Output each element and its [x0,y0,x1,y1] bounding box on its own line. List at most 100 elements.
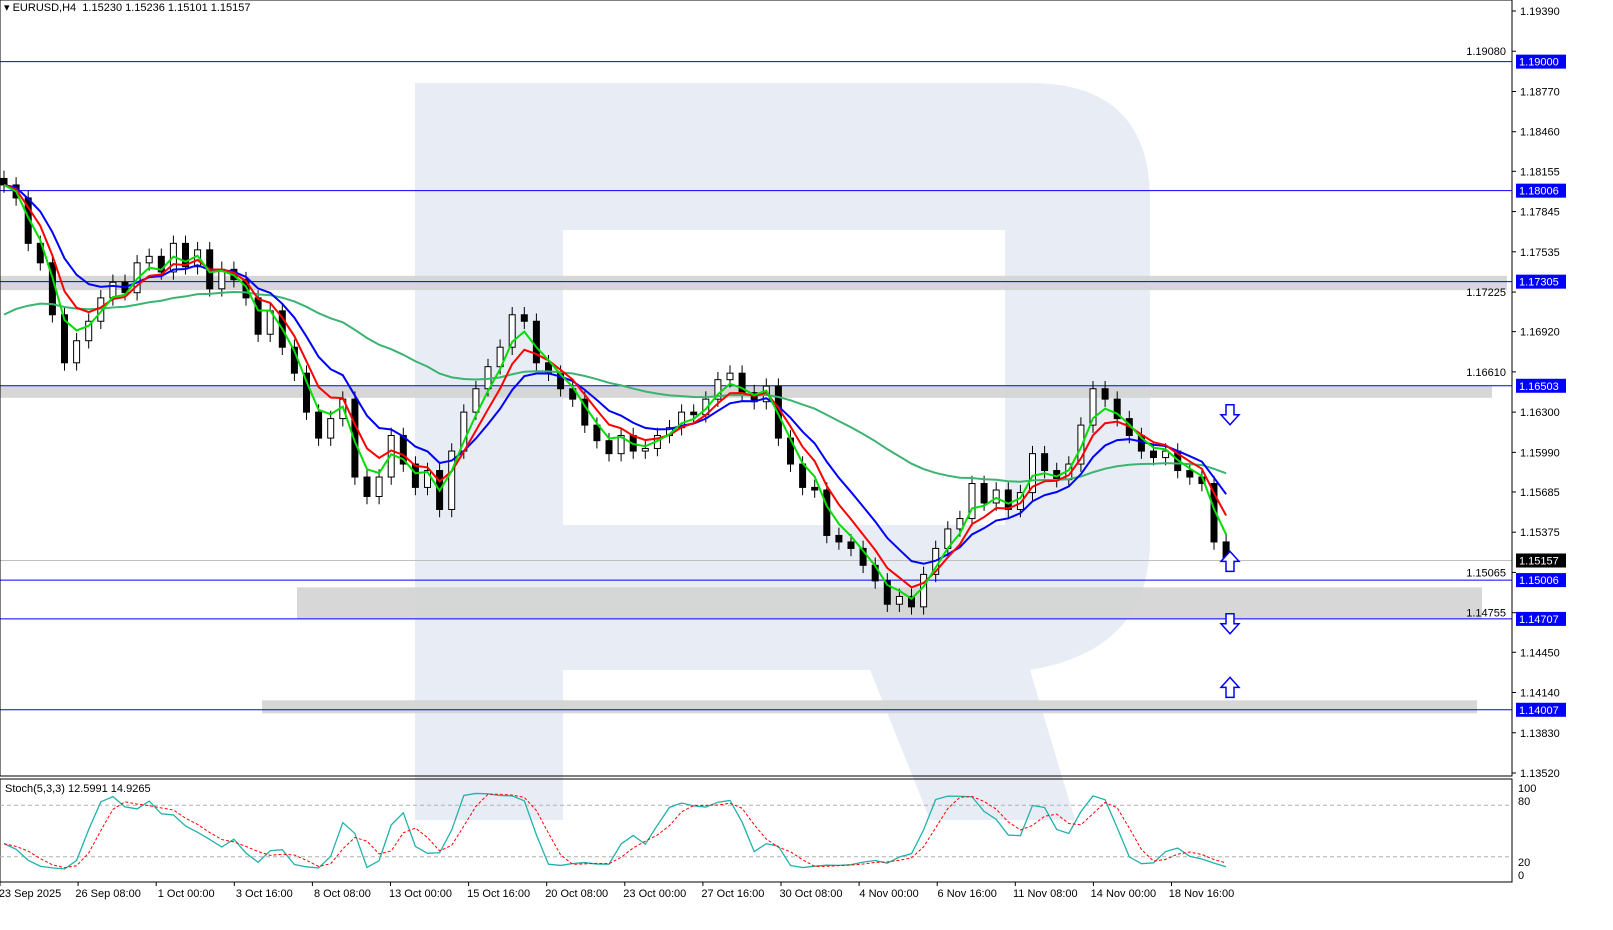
candle-bearish [1186,470,1194,478]
x-tick-label: 13 Oct 00:00 [389,888,452,900]
y-tick-label: 1.13830 [1520,728,1560,740]
candle-bearish [411,463,419,488]
stoch-tick-label: 20 [1518,857,1530,869]
level-price-tag-bg [1516,611,1566,626]
level-price-tag: 1.14707 [1519,614,1559,626]
level-price-tag-bg [1516,274,1566,289]
candle-bearish [835,534,843,543]
arrow-up-icon [1219,676,1241,699]
candle-bullish [1089,388,1097,426]
level-price-tag-bg [1516,183,1566,198]
level-price-tag: 1.18006 [1519,186,1559,198]
candle-bearish [823,489,831,536]
stoch-signal-line [3,793,1227,869]
candle-bearish [61,314,68,364]
x-tick-label: 15 Oct 16:00 [467,888,530,900]
candle-bearish [581,398,589,426]
candle-bearish [980,483,988,504]
candle-bearish [908,595,915,608]
candle-bearish [0,177,8,186]
x-tick-label: 18 Nov 16:00 [1169,888,1234,900]
level-price-tag: 1.19000 [1519,57,1559,69]
symbol-label: EURUSD,H4 [12,2,77,14]
level-price-tag: 1.16503 [1519,381,1559,393]
level-price-tag-bg [1516,702,1566,717]
candle-bullish [617,434,625,455]
candle-bullish [85,320,93,342]
arrow-up-icon [1219,550,1241,573]
candle-bearish [157,255,165,273]
candle-bearish [1101,388,1109,400]
candle-bearish [847,541,855,549]
candle-bullish [920,573,928,608]
candle-bearish [605,440,613,455]
support-resistance-zone [0,275,1507,291]
collapse-triangle-icon[interactable]: ▾ [4,2,10,14]
y-tick-label: 1.18460 [1520,127,1560,139]
x-tick-label: 14 Nov 00:00 [1091,888,1156,900]
x-tick-label: 27 Oct 16:00 [701,888,764,900]
ohlc-values: 1.15230 1.15236 1.15101 1.15157 [82,2,251,14]
y-tick-label: 1.15990 [1520,447,1560,459]
candle-bullish [424,470,431,488]
y-tick-label: 1.17845 [1520,207,1560,219]
candle-bullish [968,483,976,520]
candle-bullish [726,372,734,381]
y-tick-label: 1.15375 [1520,527,1560,539]
candle-bullish [956,518,964,530]
candle-bullish [641,447,649,452]
y-tick-label: 1.14755 [1466,608,1506,620]
candle-bullish [73,340,81,364]
x-tick-label: 20 Oct 08:00 [545,888,608,900]
x-tick-label: 23 Sep 2025 [0,888,61,900]
ma-long-line [3,291,1227,483]
candle-bearish [1150,450,1157,459]
candle-bearish [520,314,528,322]
candle-bullish [714,379,722,400]
x-tick-label: 23 Oct 00:00 [623,888,686,900]
y-tick-label: 1.17535 [1520,247,1560,259]
main-frame [0,0,1513,777]
y-tick-label: 1.13520 [1520,768,1560,780]
x-tick-label: 26 Sep 08:00 [75,888,140,900]
candle-bearish [303,372,310,413]
stoch-tick-label: 80 [1518,796,1530,808]
candle-bullish [508,314,516,348]
x-tick-label: 4 Nov 00:00 [859,888,918,900]
y-tick-label: 1.19080 [1466,46,1506,58]
stoch-frame [0,778,1513,883]
y-tick-label: 1.16920 [1520,327,1560,339]
x-tick-label: 3 Oct 16:00 [236,888,293,900]
support-resistance-zone [0,386,1492,398]
x-tick-label: 30 Oct 08:00 [780,888,843,900]
candle-bearish [1113,398,1121,420]
x-tick-label: 8 Oct 08:00 [314,888,371,900]
level-price-tag-bg [1516,378,1566,393]
level-price-tag: 1.14007 [1519,705,1559,717]
candle-bullish [992,489,1000,504]
candle-bearish [859,547,867,566]
candle-bearish [1210,483,1218,543]
candle-bullish [472,388,480,413]
ma-fast-line [3,184,1228,601]
candle-bullish [1016,492,1024,510]
stoch-tick-label: 100 [1518,783,1536,795]
chart-header: ▾ EURUSD,H4 1.15230 1.15236 1.15101 1.15… [4,1,251,14]
y-tick-label: 1.16610 [1466,367,1506,379]
candle-bullish [448,450,456,510]
candle-bullish [109,281,117,299]
support-resistance-zone [262,700,1477,714]
y-tick-label: 1.17225 [1466,287,1506,299]
current-price-tag-bg [1516,553,1566,568]
y-tick-label: 1.14140 [1520,688,1560,700]
candle-bearish [532,320,540,364]
candle-bearish [254,297,262,335]
y-tick-label: 1.15065 [1466,567,1506,579]
y-tick-label: 1.14450 [1520,647,1560,659]
x-tick-label: 11 Nov 08:00 [1013,888,1078,900]
candle-bearish [690,411,698,416]
y-tick-label: 1.18770 [1520,86,1560,98]
